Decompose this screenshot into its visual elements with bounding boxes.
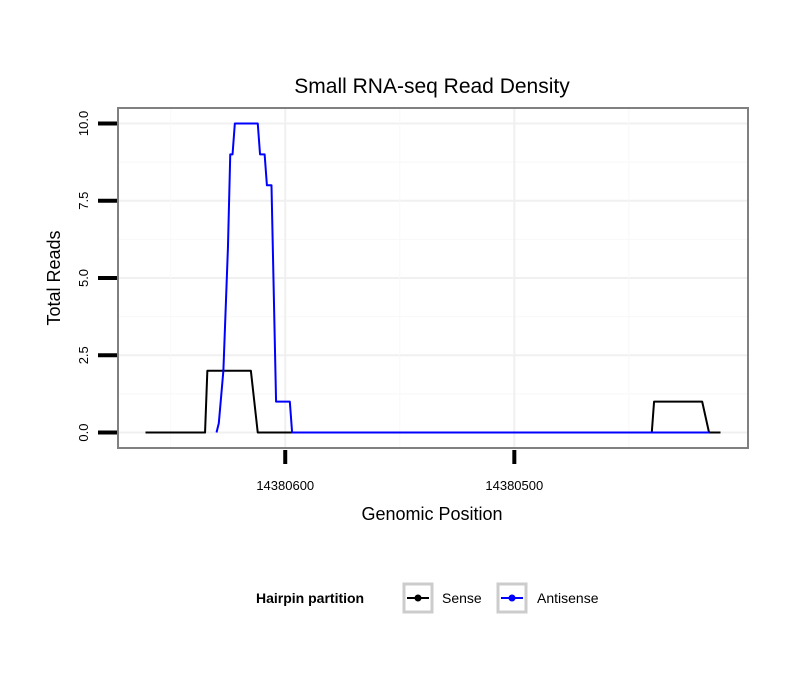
y-tick-label: 2.5 [76, 346, 91, 364]
legend-dot-antisense [508, 594, 516, 602]
legend-label-antisense: Antisense [537, 590, 599, 606]
x-tick-label: 14380600 [256, 478, 314, 493]
y-axis-label: Total Reads [44, 230, 64, 325]
legend-label-sense: Sense [442, 590, 482, 606]
y-tick-label: 0.0 [76, 424, 91, 442]
y-axis: 0.0 2.5 5.0 7.5 10.0 [76, 111, 117, 442]
y-tick-label: 5.0 [76, 269, 91, 287]
plot-border [117, 107, 749, 449]
x-tick-label: 14380500 [485, 478, 543, 493]
legend: Hairpin partition Sense Antisense [256, 582, 599, 614]
x-axis-label: Genomic Position [361, 504, 502, 524]
legend-item-sense: Sense [402, 582, 482, 614]
chart-title: Small RNA-seq Read Density [294, 75, 570, 98]
series-line-antisense [215, 122, 710, 434]
y-tick-label: 7.5 [76, 192, 91, 210]
legend-item-antisense: Antisense [496, 582, 599, 614]
y-tick-label: 10.0 [76, 111, 91, 136]
legend-dot-sense [414, 594, 422, 602]
series-lines [145, 122, 721, 434]
gridlines [118, 108, 748, 448]
legend-title: Hairpin partition [256, 590, 364, 606]
x-axis: 14380600 14380500 [256, 450, 543, 493]
